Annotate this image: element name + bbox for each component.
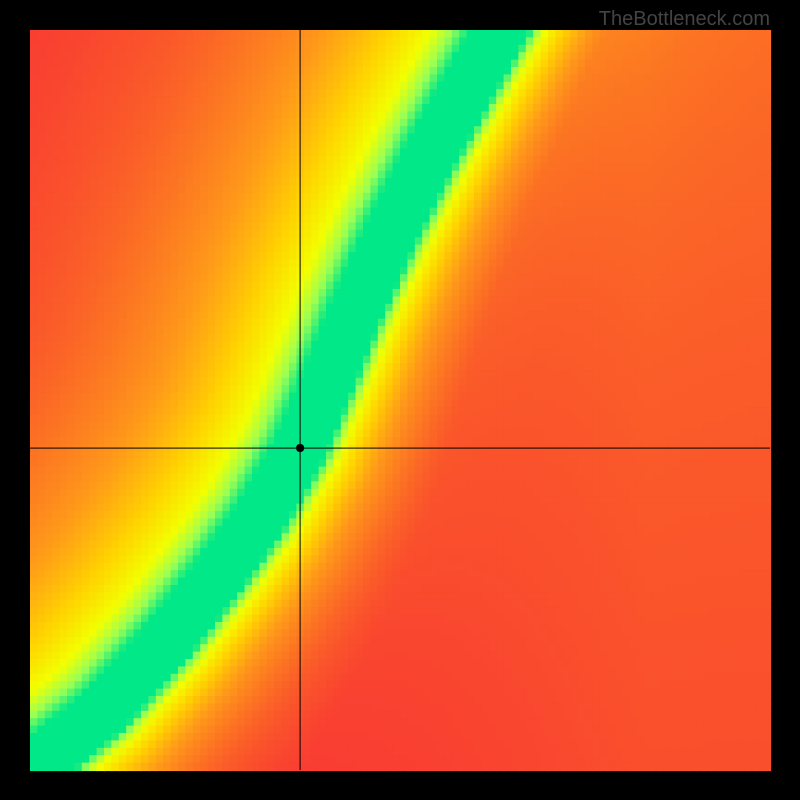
chart-container: TheBottleneck.com (0, 0, 800, 800)
watermark-text: TheBottleneck.com (599, 8, 770, 31)
bottleneck-heatmap (0, 0, 800, 800)
